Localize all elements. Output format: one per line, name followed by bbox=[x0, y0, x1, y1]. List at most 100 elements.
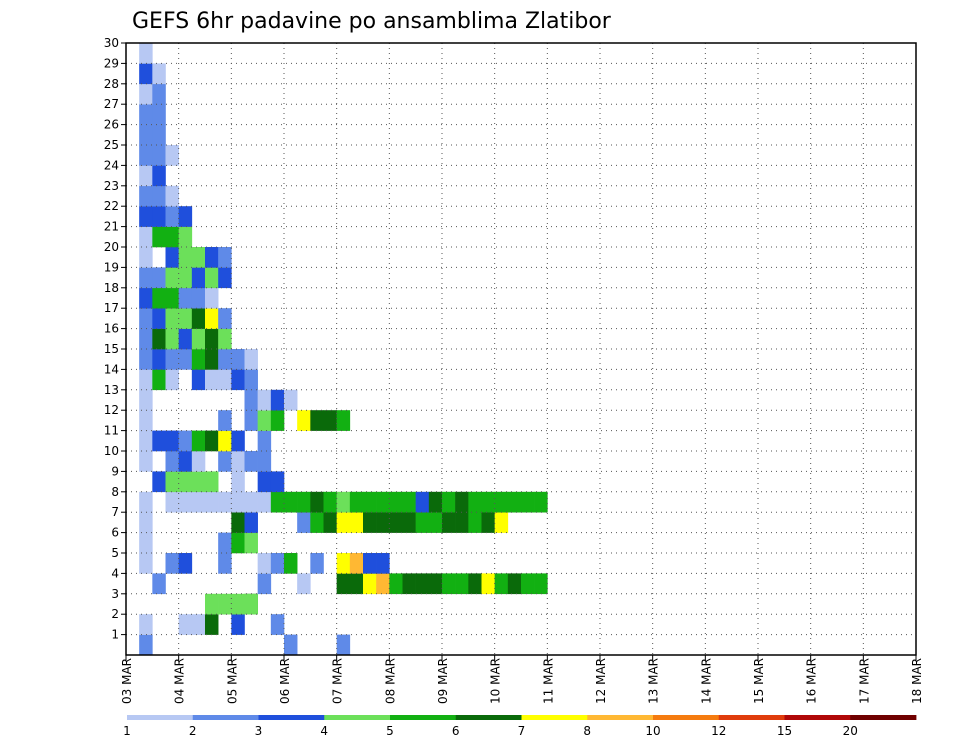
heatmap-cell bbox=[205, 430, 219, 452]
heatmap-cell bbox=[376, 553, 390, 574]
heatmap-cell bbox=[270, 614, 285, 635]
legend-label: 7 bbox=[518, 724, 526, 738]
heatmap-cell bbox=[139, 185, 153, 207]
heatmap-cell bbox=[178, 247, 193, 268]
y-tick-label: 5 bbox=[111, 546, 119, 560]
heatmap-cell bbox=[178, 226, 193, 248]
heatmap-cell bbox=[442, 512, 456, 533]
x-tick-label: 05 MAR bbox=[225, 658, 239, 704]
heatmap-cell bbox=[363, 491, 377, 513]
heatmap-cell bbox=[284, 553, 298, 574]
heatmap-cell bbox=[165, 553, 179, 574]
heatmap-cell bbox=[336, 491, 351, 513]
heatmap-cell bbox=[389, 573, 403, 595]
heatmap-cell bbox=[481, 573, 495, 595]
heatmap-cell bbox=[231, 430, 245, 452]
heatmap-cell bbox=[165, 369, 179, 391]
y-tick-label: 12 bbox=[104, 403, 119, 417]
heatmap-cell bbox=[152, 145, 166, 166]
heatmap-cell bbox=[507, 573, 522, 595]
heatmap-cell bbox=[323, 512, 337, 533]
heatmap-cell bbox=[178, 553, 193, 574]
heatmap-cell bbox=[152, 328, 166, 350]
x-tick-label: 13 MAR bbox=[647, 658, 661, 704]
heatmap-cell bbox=[152, 165, 166, 187]
heatmap-cell bbox=[455, 573, 469, 595]
legend-swatch bbox=[784, 715, 851, 720]
heatmap-cell bbox=[376, 573, 390, 595]
x-tick-label: 18 MAR bbox=[910, 658, 924, 704]
y-tick-label: 13 bbox=[104, 383, 119, 397]
heatmap-cell bbox=[231, 451, 245, 472]
y-tick-label: 24 bbox=[104, 158, 119, 172]
heatmap-cell bbox=[191, 369, 206, 391]
heatmap-cell bbox=[244, 349, 258, 370]
y-tick-label: 23 bbox=[104, 179, 119, 193]
heatmap-cell bbox=[165, 145, 179, 166]
heatmap-cell bbox=[218, 532, 232, 554]
y-tick-label: 3 bbox=[111, 587, 119, 601]
heatmap-cell bbox=[152, 206, 166, 227]
heatmap-cell bbox=[191, 430, 206, 452]
heatmap-cell bbox=[139, 83, 153, 105]
heatmap-cell bbox=[336, 410, 351, 431]
legend-swatch bbox=[521, 715, 588, 720]
heatmap-cell bbox=[191, 349, 206, 370]
heatmap-cell bbox=[231, 349, 245, 370]
legend-label: 12 bbox=[711, 724, 726, 738]
heatmap-cell bbox=[428, 512, 443, 533]
x-tick-label: 11 MAR bbox=[541, 658, 555, 704]
heatmap-cell bbox=[244, 410, 258, 431]
heatmap-cell bbox=[323, 491, 337, 513]
heatmap-cell bbox=[205, 308, 219, 329]
heatmap-cell bbox=[257, 389, 272, 411]
heatmap-cell bbox=[139, 410, 153, 431]
heatmap-cell bbox=[402, 491, 416, 513]
legend-label: 15 bbox=[777, 724, 792, 738]
heatmap-cell bbox=[231, 471, 245, 493]
heatmap-cell bbox=[139, 451, 153, 472]
heatmap-cell bbox=[152, 349, 166, 370]
heatmap-cell bbox=[389, 512, 403, 533]
heatmap-cell bbox=[178, 287, 193, 309]
heatmap-cell bbox=[218, 247, 232, 268]
heatmap-cell bbox=[205, 593, 219, 615]
heatmap-cell bbox=[244, 512, 258, 533]
heatmap-cell bbox=[349, 491, 364, 513]
heatmap-cell bbox=[218, 593, 232, 615]
heatmap-cell bbox=[165, 471, 179, 493]
y-tick-label: 17 bbox=[104, 301, 119, 315]
heatmap-cell bbox=[481, 491, 495, 513]
heatmap-cell bbox=[494, 573, 509, 595]
heatmap-cell bbox=[363, 573, 377, 595]
heatmap-cell bbox=[270, 410, 285, 431]
legend-label: 5 bbox=[386, 724, 394, 738]
heatmap-cell bbox=[139, 267, 153, 289]
heatmap-cell bbox=[178, 267, 193, 289]
heatmap-cell bbox=[442, 491, 456, 513]
heatmap-cell bbox=[442, 573, 456, 595]
heatmap-cell bbox=[139, 308, 153, 329]
heatmap-cell bbox=[494, 491, 509, 513]
heatmap-cell bbox=[205, 369, 219, 391]
heatmap-cell bbox=[349, 553, 364, 574]
legend-swatch bbox=[258, 715, 325, 720]
heatmap-cell bbox=[349, 573, 364, 595]
heatmap-cell bbox=[152, 308, 166, 329]
x-tick-label: 14 MAR bbox=[699, 658, 713, 704]
heatmap-cell bbox=[231, 491, 245, 513]
y-axis-ticks: 1234567891011121314151617181920212223242… bbox=[104, 36, 126, 642]
heatmap-cell bbox=[218, 349, 232, 370]
heatmap-cell bbox=[336, 634, 351, 656]
legend-label: 1 bbox=[123, 724, 131, 738]
heatmap-cell bbox=[152, 226, 166, 248]
heatmap-cell bbox=[139, 614, 153, 635]
heatmap-cell bbox=[257, 430, 272, 452]
heatmap-cell bbox=[165, 267, 179, 289]
heatmap-cell bbox=[139, 328, 153, 350]
heatmap-cell bbox=[363, 512, 377, 533]
heatmap-cell bbox=[205, 267, 219, 289]
heatmap-cell bbox=[205, 614, 219, 635]
heatmap-cell bbox=[191, 471, 206, 493]
heatmap-cell bbox=[205, 328, 219, 350]
